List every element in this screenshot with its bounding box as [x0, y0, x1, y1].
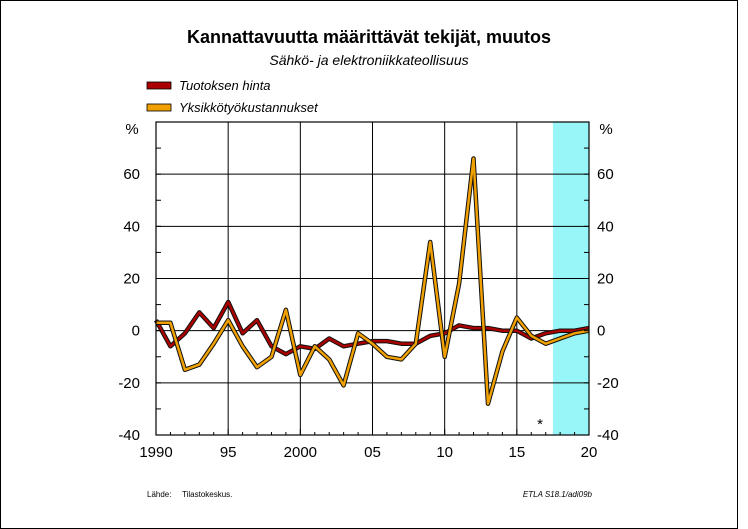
legend-label-tuotoksen-hinta: Tuotoksen hinta [179, 78, 271, 93]
y-tick-label-right: -40 [597, 427, 619, 444]
y-tick-label-right: 0 [597, 323, 605, 340]
y-unit-left: % [125, 121, 138, 138]
x-tick-label: 1990 [139, 444, 172, 461]
chart-title: Kannattavuutta määrittävät tekijät, muut… [187, 27, 551, 47]
y-tick-label-left: -40 [118, 427, 140, 444]
legend-swatch-yksikkotyokustannukset [146, 103, 172, 112]
y-tick-label-right: 40 [597, 218, 614, 235]
y-tick-label-left: 40 [123, 218, 140, 235]
y-tick-label-right: -20 [597, 375, 619, 392]
source-label: Lähde: [147, 490, 171, 499]
chart-subtitle: Sähkö- ja elektroniikkateollisuus [269, 52, 468, 68]
source-value: Tilastokeskus. [182, 490, 232, 499]
legend-label-yksikkotyokustannukset: Yksikkötyökustannukset [179, 100, 319, 115]
x-tick-label: 10 [436, 444, 453, 461]
y-tick-label-left: 20 [123, 271, 140, 288]
forecast-marker: * [537, 416, 543, 433]
chart-code: ETLA S18.1/adi09b [523, 490, 593, 499]
y-tick-label-left: -20 [118, 375, 140, 392]
y-tick-label-left: 0 [132, 323, 140, 340]
y-tick-label-right: 20 [597, 271, 614, 288]
legend-swatch-tuotoksen-hinta [146, 81, 172, 90]
y-unit-right: % [599, 121, 612, 138]
x-tick-label: 05 [364, 444, 381, 461]
y-tick-label-left: 60 [123, 166, 140, 183]
x-tick-label: 15 [508, 444, 525, 461]
x-tick-label: 95 [220, 444, 237, 461]
y-tick-label-right: 60 [597, 166, 614, 183]
x-tick-label: 20 [581, 444, 598, 461]
x-tick-label: 2000 [284, 444, 317, 461]
series-line-yksikkotyokustannukset [156, 157, 590, 405]
